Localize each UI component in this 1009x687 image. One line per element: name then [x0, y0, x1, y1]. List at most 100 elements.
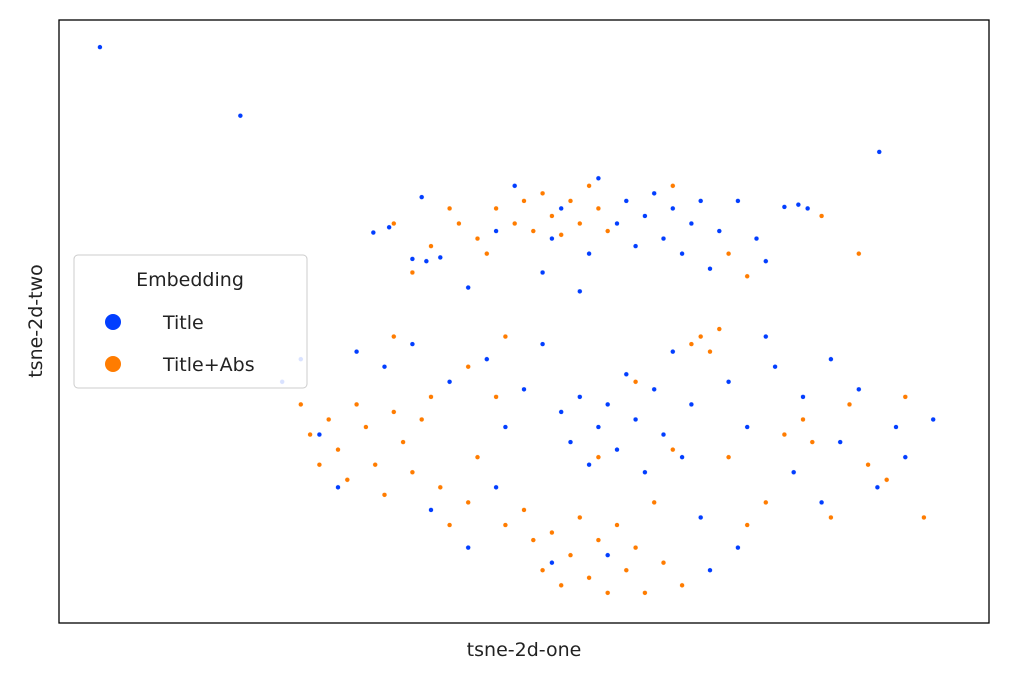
scatter-point — [865, 462, 871, 468]
scatter-point — [828, 356, 834, 362]
legend: Embedding Title Title+Abs — [73, 254, 308, 389]
scatter-point — [651, 190, 657, 196]
scatter-point — [419, 416, 425, 423]
scatter-point — [670, 447, 676, 453]
scatter-point — [316, 462, 323, 468]
scatter-point — [805, 205, 811, 212]
scatter-point — [818, 213, 825, 219]
scatter-point — [902, 394, 908, 400]
scatter-point — [437, 254, 443, 261]
scatter-point — [428, 243, 434, 249]
scatter-point — [386, 224, 392, 230]
scatter-point — [577, 288, 583, 294]
scatter-point — [809, 439, 815, 445]
scatter-point — [567, 439, 574, 445]
scatter-point — [502, 522, 509, 528]
scatter-point — [577, 394, 583, 400]
scatter-point — [707, 266, 713, 272]
scatter-point — [326, 416, 332, 423]
scatter-point — [725, 251, 732, 257]
scatter-point — [772, 364, 778, 370]
scatter-point — [428, 507, 434, 513]
scatter-point — [688, 401, 695, 408]
marks — [97, 44, 936, 596]
scatter-point — [893, 424, 899, 430]
scatter-point — [586, 251, 592, 257]
scatter-point — [818, 499, 825, 506]
scatter-point — [567, 198, 574, 204]
scatter-point — [874, 484, 881, 490]
scatter-point — [465, 364, 471, 370]
scatter-point — [493, 205, 499, 212]
scatter-point — [828, 514, 834, 521]
scatter-point — [614, 220, 620, 227]
scatter-point — [595, 175, 602, 181]
scatter-point — [781, 431, 788, 438]
scatter-point — [688, 220, 695, 227]
scatter-point — [660, 235, 667, 242]
scatter-point — [595, 205, 602, 212]
scatter-point — [521, 198, 527, 204]
scatter-point — [539, 190, 546, 196]
scatter-point — [632, 545, 639, 551]
scatter-point — [763, 499, 769, 506]
scatter-point — [632, 243, 639, 249]
scatter-point — [539, 567, 546, 573]
scatter-point — [391, 333, 397, 340]
scatter-point — [549, 235, 555, 242]
scatter-point — [237, 113, 243, 119]
scatter-point — [354, 349, 360, 355]
legend-box — [73, 254, 308, 389]
scatter-point — [642, 590, 648, 596]
scatter-point — [465, 284, 471, 291]
scatter-point — [354, 401, 360, 408]
scatter-point — [530, 537, 536, 543]
scatter-point — [484, 356, 490, 362]
scatter-point — [381, 364, 388, 370]
scatter-point — [698, 514, 704, 521]
legend-marker — [105, 356, 121, 372]
scatter-point — [370, 229, 376, 236]
scatter-point — [623, 198, 629, 204]
scatter-point — [558, 582, 564, 588]
scatter-point — [577, 514, 583, 521]
scatter-point — [447, 205, 453, 212]
scatter-point — [391, 220, 397, 227]
scatter-point — [795, 202, 801, 208]
scatter-point — [614, 447, 620, 453]
scatter-point — [679, 454, 685, 460]
scatter-point — [512, 220, 518, 227]
scatter-point — [577, 220, 583, 227]
scatter-point — [930, 416, 936, 423]
scatter-point — [660, 560, 667, 566]
scatter-point — [651, 386, 657, 392]
scatter-point — [791, 469, 797, 475]
scatter-point — [642, 213, 648, 219]
scatter-point — [735, 545, 741, 551]
scatter-point — [447, 522, 453, 528]
scatter-point — [409, 341, 416, 347]
scatter-point — [549, 213, 555, 219]
scatter-point — [539, 341, 546, 347]
scatter-point — [437, 484, 443, 490]
scatter-point — [632, 416, 639, 423]
scatter-point — [391, 409, 397, 415]
scatter-point — [698, 198, 704, 204]
scatter-point — [456, 220, 462, 227]
scatter-point — [632, 379, 639, 385]
scatter-point — [735, 198, 741, 204]
legend-title: Embedding — [136, 269, 244, 291]
scatter-point — [567, 552, 574, 558]
scatter-point — [763, 258, 769, 264]
scatter-point — [614, 522, 620, 528]
scatter-point — [502, 424, 509, 430]
scatter-point — [781, 204, 788, 210]
scatter-point — [381, 492, 388, 498]
scatter-point — [316, 431, 323, 438]
scatter-point — [688, 341, 695, 347]
scatter-point — [716, 326, 722, 332]
scatter-point — [837, 439, 843, 445]
scatter-point — [595, 537, 602, 543]
scatter-point — [335, 484, 341, 490]
